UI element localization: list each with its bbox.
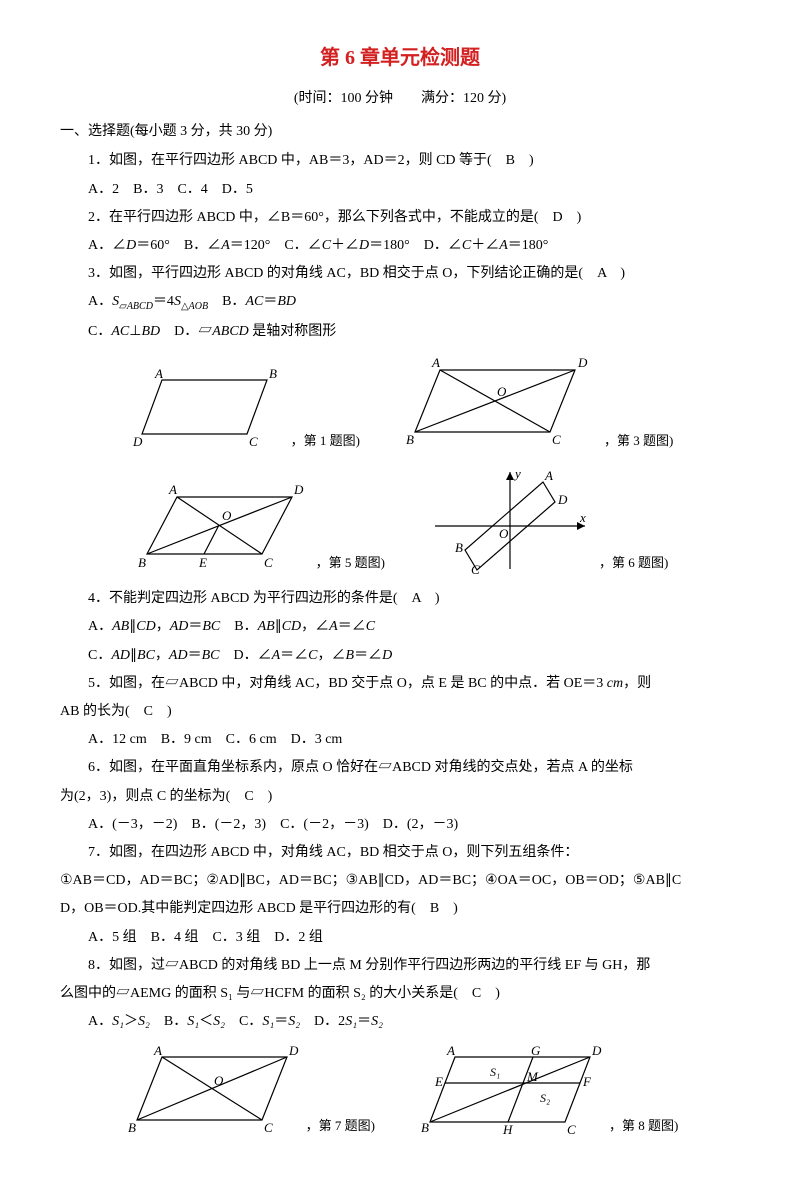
q7-line2: ①AB＝CD，AD＝BC；②AD∥BC，AD＝BC；③AB∥CD，AD＝BC；④… — [60, 868, 740, 893]
svg-text:A: A — [431, 355, 440, 370]
svg-text:B: B — [269, 366, 277, 381]
svg-text:D: D — [577, 355, 588, 370]
svg-text:D: D — [591, 1043, 602, 1058]
q4-opts-line2: C．AD∥BC，AD＝BC D．∠A＝∠C，∠B＝∠D — [60, 643, 740, 668]
q3: 3．如图，平行四边形 ABCD 的对角线 AC，BD 相交于点 O，下列结论正确… — [60, 261, 740, 286]
svg-text:A: A — [544, 468, 553, 483]
svg-text:B: B — [455, 540, 463, 555]
timing-line: (时间：100 分钟 满分：120 分) — [60, 86, 740, 111]
svg-text:B: B — [128, 1120, 136, 1135]
svg-text:A: A — [446, 1043, 455, 1058]
svg-text:H: H — [502, 1122, 513, 1137]
fig5-label: ，第 5 题图) — [316, 551, 385, 574]
q5-line1: 5．如图，在▱ABCD 中，对角线 AC，BD 交于点 O，点 E 是 BC 的… — [60, 671, 740, 696]
svg-text:C: C — [567, 1122, 576, 1137]
q2-opts: A．∠D＝60° B．∠A＝120° C．∠C＋∠D＝180° D．∠C＋∠A＝… — [60, 233, 740, 258]
svg-text:C: C — [471, 562, 480, 574]
q6-opts: A．(－3，－2) B．(－2，3) C．(－2，－3) D．(2，－3) — [60, 812, 740, 837]
figure-q8: A G D E M F B H C S₁ S₂ — [415, 1042, 605, 1137]
svg-text:D: D — [293, 482, 304, 497]
svg-text:S₂: S₂ — [540, 1091, 550, 1105]
svg-text:E: E — [434, 1074, 443, 1089]
q4-opts-line1: A．AB∥CD，AD＝BC B．AB∥CD，∠A＝∠C — [60, 614, 740, 639]
fig3-label: ，第 3 题图) — [604, 429, 673, 452]
q8-line2: 么图中的▱AEMG 的面积 S₁ 与▱HCFM 的面积 S₂ 的大小关系是( C… — [60, 981, 740, 1006]
figure-q3: A D C B O — [400, 352, 600, 452]
fig6-label: ，第 6 题图) — [599, 551, 668, 574]
q8-line1: 8．如图，过▱ABCD 的对角线 BD 上一点 M 分别作平行四边形两边的平行线… — [60, 953, 740, 978]
svg-text:C: C — [264, 1120, 273, 1135]
fig7-label: ，第 7 题图) — [306, 1114, 375, 1137]
fig8-label: ，第 8 题图) — [609, 1114, 678, 1137]
svg-text:C: C — [249, 434, 258, 449]
figure-row-2: A D C B E O ，第 5 题图) x y A D B C O ，第 6 … — [60, 464, 740, 574]
fig1-label: ，第 1 题图) — [291, 429, 360, 452]
q6-line1: 6．如图，在平面直角坐标系内，原点 O 恰好在▱ABCD 对角线的交点处，若点 … — [60, 755, 740, 780]
figure-q1: A B C D — [127, 362, 287, 452]
svg-text:A: A — [153, 1043, 162, 1058]
svg-text:D: D — [132, 434, 143, 449]
svg-text:A: A — [168, 482, 177, 497]
svg-text:B: B — [406, 432, 414, 447]
q7-line1: 7．如图，在四边形 ABCD 中，对角线 AC，BD 相交于点 O，则下列五组条… — [60, 840, 740, 865]
svg-text:A: A — [154, 366, 163, 381]
q6-line2: 为(2，3)，则点 C 的坐标为( C ) — [60, 784, 740, 809]
q7-line3: D，OB＝OD.其中能判定四边形 ABCD 是平行四边形的有( B ) — [60, 896, 740, 921]
svg-text:D: D — [557, 492, 568, 507]
figure-q7: A D C B O — [122, 1042, 302, 1137]
svg-text:D: D — [288, 1043, 299, 1058]
q1-opts: A．2 B．3 C．4 D．5 — [60, 177, 740, 202]
svg-text:C: C — [552, 432, 561, 447]
svg-text:G: G — [531, 1043, 541, 1058]
q2: 2．在平行四边形 ABCD 中，∠B＝60°，那么下列各式中，不能成立的是( D… — [60, 205, 740, 230]
svg-text:S₁: S₁ — [490, 1065, 500, 1079]
q7-opts: A．5 组 B．4 组 C．3 组 D．2 组 — [60, 925, 740, 950]
svg-text:M: M — [526, 1069, 539, 1084]
q5-opts: A．12 cm B．9 cm C．6 cm D．3 cm — [60, 727, 740, 752]
q8-opts: A．S₁＞S₂ B．S₁＜S₂ C．S₁＝S₂ D．2S₁＝S₂ — [60, 1009, 740, 1034]
figure-q5: A D C B E O — [132, 479, 312, 574]
svg-text:C: C — [264, 555, 273, 570]
section-1-head: 一、选择题(每小题 3 分，共 30 分) — [60, 119, 740, 144]
svg-text:B: B — [138, 555, 146, 570]
q3-opts-line1: A．S▱ABCD＝4S△AOB B．AC＝BD — [60, 289, 740, 316]
q1: 1．如图，在平行四边形 ABCD 中，AB＝3，AD＝2，则 CD 等于( B … — [60, 148, 740, 173]
svg-text:O: O — [497, 384, 507, 399]
q5-line2: AB 的长为( C ) — [60, 699, 740, 724]
svg-text:E: E — [198, 555, 207, 570]
svg-text:O: O — [499, 526, 509, 541]
svg-text:F: F — [582, 1074, 592, 1089]
q4: 4．不能判定四边形 ABCD 为平行四边形的条件是( A ) — [60, 586, 740, 611]
figure-row-1: A B C D ，第 1 题图) A D C B O ，第 3 题图) — [60, 352, 740, 452]
svg-text:B: B — [421, 1120, 429, 1135]
figure-q6: x y A D B C O — [425, 464, 595, 574]
svg-text:O: O — [214, 1073, 224, 1088]
q3-opts-line2: C．AC⊥BD D．▱ABCD 是轴对称图形 — [60, 319, 740, 344]
page-title: 第 6 章单元检测题 — [60, 40, 740, 76]
svg-text:O: O — [222, 508, 232, 523]
svg-text:y: y — [513, 466, 521, 481]
svg-text:x: x — [579, 510, 586, 525]
figure-row-3: A D C B O ，第 7 题图) A G D E M F B H C S₁ … — [60, 1042, 740, 1137]
